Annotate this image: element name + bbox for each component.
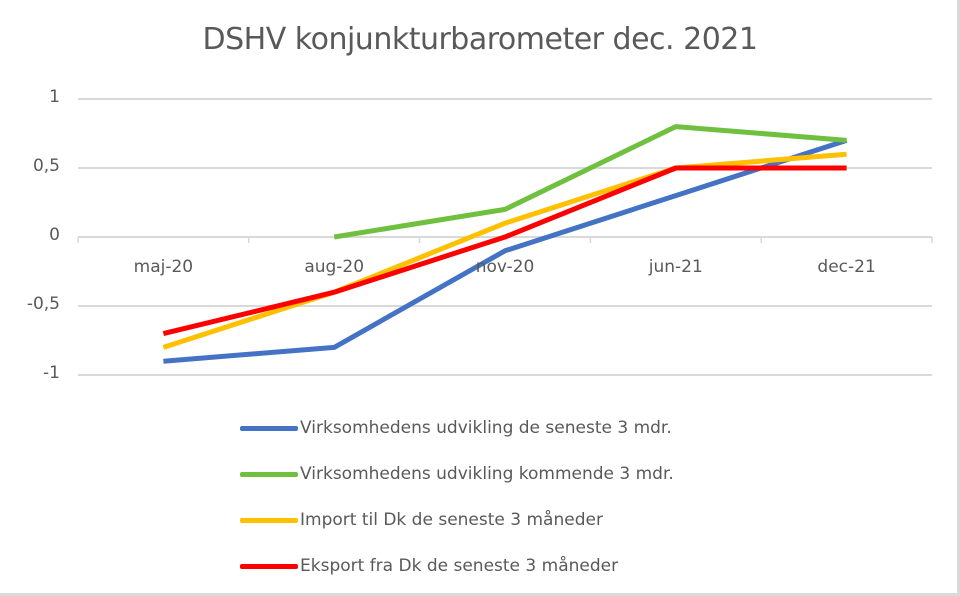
x-tick-label: aug-20 (304, 257, 365, 277)
legend-label: Import til Dk de seneste 3 måneder (300, 510, 603, 530)
x-tick-label: nov-20 (475, 257, 535, 277)
y-tick-label: 1 (49, 87, 60, 107)
legend-label: Virksomhedens udvikling de seneste 3 mdr… (300, 418, 672, 438)
y-tick-label: 0,5 (32, 156, 60, 176)
series-line-1 (333, 124, 847, 240)
legend-item: Eksport fra Dk de seneste 3 måneder (240, 548, 674, 584)
y-tick-label: -0,5 (26, 294, 60, 314)
series-line-2 (162, 151, 847, 350)
legend-item: Virksomhedens udvikling kommende 3 mdr. (240, 456, 674, 492)
x-tick-label: jun-21 (648, 257, 703, 277)
legend-swatch-icon (240, 425, 298, 431)
legend-swatch-icon (240, 471, 298, 477)
series-line-3 (162, 165, 847, 337)
y-tick-label: -1 (43, 363, 60, 383)
y-tick-label: 0 (49, 225, 60, 245)
x-tick-label: maj-20 (133, 257, 194, 277)
legend-item: Virksomhedens udvikling de seneste 3 mdr… (240, 410, 674, 446)
legend-label: Virksomhedens udvikling kommende 3 mdr. (300, 464, 674, 484)
legend-item: Import til Dk de seneste 3 måneder (240, 502, 674, 538)
legend-swatch-icon (240, 517, 298, 523)
x-tick-label: dec-21 (817, 257, 876, 277)
series-line-0 (163, 138, 848, 364)
legend-label: Eksport fra Dk de seneste 3 måneder (300, 556, 619, 576)
legend-swatch-icon (240, 563, 298, 569)
legend: Virksomhedens udvikling de seneste 3 mdr… (240, 410, 674, 594)
chart-title: DSHV konjunkturbarometer dec. 2021 (202, 22, 758, 57)
